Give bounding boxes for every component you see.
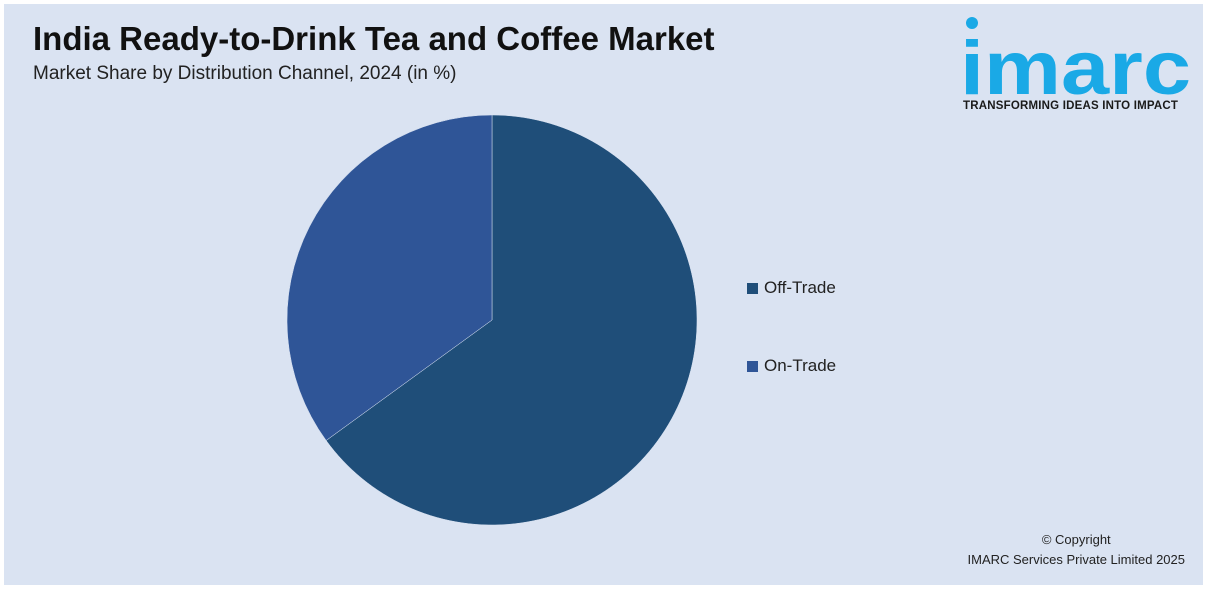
chart-legend: Off-Trade On-Trade	[747, 276, 836, 432]
page-subtitle: Market Share by Distribution Channel, 20…	[33, 63, 457, 84]
legend-swatch-on-trade	[747, 360, 758, 372]
legend-item-off-trade: Off-Trade	[747, 276, 836, 300]
legend-label-on-trade: On-Trade	[764, 356, 837, 375]
page-title: India Ready-to-Drink Tea and Coffee Mark…	[33, 20, 715, 57]
copyright-line-2: IMARC Services Private Limited 2025	[967, 552, 1185, 567]
legend-swatch-off-trade	[747, 282, 758, 294]
logo-dot	[966, 17, 978, 29]
logo-tagline: TRANSFORMING IDEAS INTO IMPACT	[963, 100, 1179, 112]
legend-label-off-trade: Off-Trade	[764, 278, 836, 297]
logo-text: imarc	[960, 26, 1191, 111]
copyright-line-1: © Copyright	[1041, 532, 1111, 547]
pie-slice-on-trade	[286, 114, 493, 441]
imarc-logo: imarc	[960, 17, 1191, 111]
copyright-notice: © Copyright IMARC Services Private Limit…	[968, 530, 1185, 570]
pie-slice-off-trade	[325, 114, 698, 526]
legend-item-on-trade: On-Trade	[747, 354, 836, 378]
